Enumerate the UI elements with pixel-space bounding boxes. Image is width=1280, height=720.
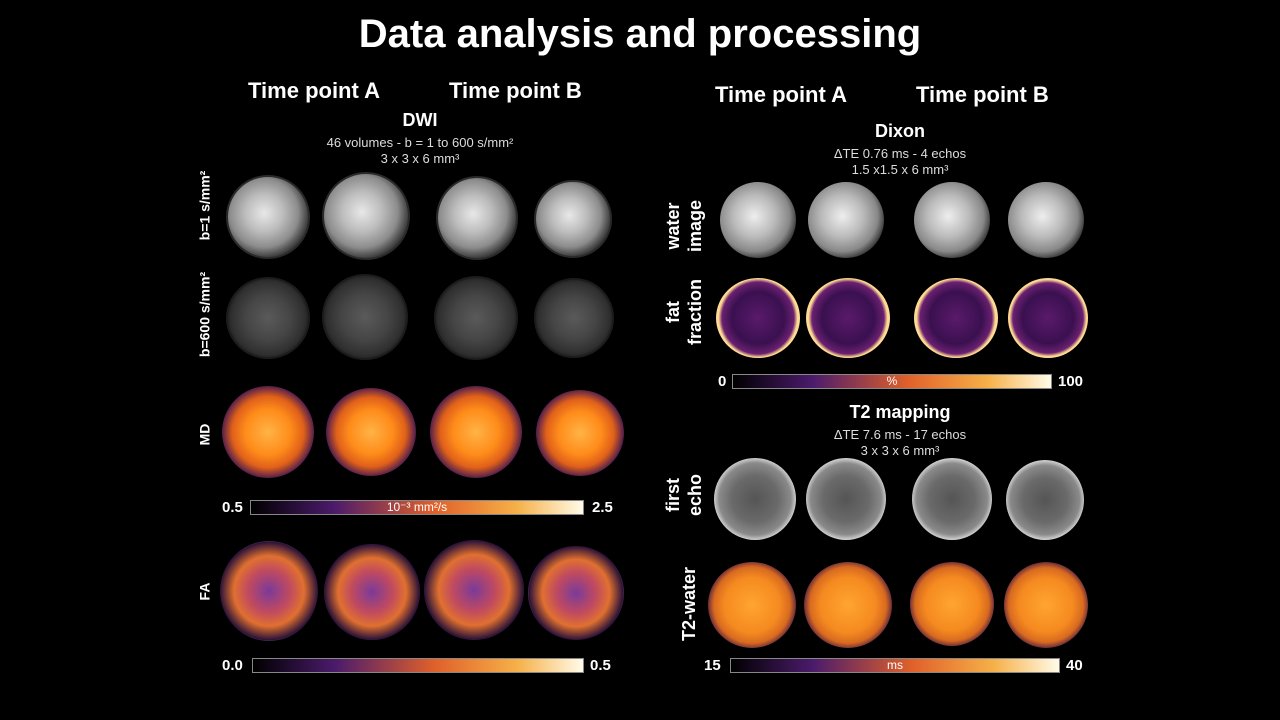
md-unit-label: 10⁻³ mm²/s [386, 500, 448, 514]
dwi-b1-slice-a2 [322, 172, 410, 260]
md-max-label: 2.5 [592, 499, 613, 516]
right-time-point-b: Time point B [916, 82, 1049, 107]
t2-max-label: 40 [1066, 657, 1083, 674]
water-slice-b1 [914, 182, 990, 258]
t2-colorbar: ms [730, 658, 1060, 673]
dwi-b1-slice-b1 [436, 176, 518, 260]
water-slice-a2 [808, 182, 884, 258]
t2-unit-label: ms [887, 658, 903, 672]
row-label-md: MD [196, 423, 213, 446]
left-time-point-a: Time point A [248, 78, 380, 103]
md-slice-a1 [222, 386, 314, 478]
echo-slice-b1 [912, 458, 992, 540]
row-label-water-image: water image [663, 199, 705, 253]
fat-slice-a1 [716, 278, 800, 358]
dixon-params-2: 1.5 x1.5 x 6 mm³ [851, 162, 949, 177]
fa-slice-b1 [424, 540, 524, 640]
dwi-b1-slice-a1 [226, 175, 310, 259]
dwi-b1-slice-b2 [534, 180, 612, 258]
dwi-b600-slice-a2 [322, 274, 408, 360]
row-label-fat-fraction: fat fraction [663, 279, 705, 346]
dixon-colorbar: % [732, 374, 1052, 389]
echo-slice-a1 [714, 458, 796, 540]
fa-slice-b2 [528, 546, 624, 640]
dwi-b600-slice-b1 [434, 276, 518, 360]
t2w-slice-b1 [910, 562, 994, 646]
row-label-fa: FA [196, 582, 213, 601]
md-slice-b2 [536, 390, 624, 476]
md-slice-a2 [326, 388, 416, 476]
echo-slice-a2 [806, 458, 886, 540]
row-label-b1: b=1 s/mm² [196, 170, 213, 241]
t2w-slice-a2 [804, 562, 892, 648]
dwi-b600-slice-b2 [534, 278, 614, 358]
t2-title: T2 mapping [849, 402, 951, 422]
md-min-label: 0.5 [222, 499, 243, 516]
dwi-params-1: 46 volumes - b = 1 to 600 s/mm² [326, 135, 514, 150]
fat-slice-b2 [1008, 278, 1088, 358]
water-slice-b2 [1008, 182, 1084, 258]
md-slice-b1 [430, 386, 522, 478]
t2w-slice-b2 [1004, 562, 1088, 648]
fat-slice-a2 [806, 278, 890, 358]
water-slice-a1 [720, 182, 796, 258]
dwi-params-2: 3 x 3 x 6 mm³ [380, 151, 460, 166]
md-colorbar: 10⁻³ mm²/s [250, 500, 584, 515]
row-label-b600: b=600 s/mm² [196, 271, 213, 358]
dixon-min-label: 0 [718, 373, 727, 390]
left-time-point-b: Time point B [449, 78, 582, 103]
dwi-title: DWI [402, 110, 438, 130]
fa-slice-a1 [220, 541, 318, 641]
dixon-unit-label: % [886, 374, 898, 388]
t2-params-2: 3 x 3 x 6 mm³ [860, 443, 940, 458]
dwi-b600-slice-a1 [226, 277, 310, 359]
page-title: Data analysis and processing [358, 12, 922, 56]
fa-slice-a2 [324, 544, 420, 640]
t2w-slice-a1 [708, 562, 796, 648]
row-label-first-echo: first echo [663, 474, 705, 517]
fat-slice-b1 [914, 278, 998, 358]
echo-slice-b2 [1006, 460, 1084, 540]
right-time-point-a: Time point A [715, 82, 847, 107]
t2-min-label: 15 [704, 657, 721, 674]
t2-params-1: ΔTE 7.6 ms - 17 echos [833, 427, 967, 442]
fa-max-label: 0.5 [590, 657, 611, 674]
fa-min-label: 0.0 [222, 657, 243, 674]
dixon-params-1: ΔTE 0.76 ms - 4 echos [833, 146, 967, 161]
dixon-max-label: 100 [1058, 373, 1084, 390]
fa-colorbar [252, 658, 584, 673]
dixon-title: Dixon [874, 121, 925, 141]
row-label-t2-water: T2-water [679, 566, 699, 642]
